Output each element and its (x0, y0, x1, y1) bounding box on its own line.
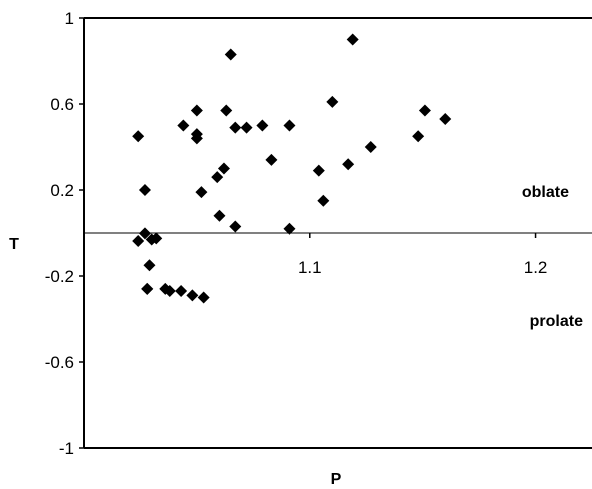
data-point (197, 291, 210, 304)
data-point (326, 95, 339, 108)
data-point (256, 119, 269, 132)
data-point (190, 132, 203, 145)
data-point (418, 104, 431, 117)
data-point (346, 33, 359, 46)
data-point (217, 162, 230, 175)
data-point (177, 119, 190, 132)
data-point (195, 186, 208, 199)
data-point (224, 48, 237, 61)
data-point (186, 289, 199, 302)
data-point (132, 130, 145, 143)
data-point (240, 121, 253, 134)
y-tick-label: -0.6 (45, 353, 74, 372)
annotation-prolate: prolate (530, 313, 583, 330)
y-tick-label: 0.6 (50, 95, 74, 114)
marker-layer (132, 33, 452, 304)
data-point (312, 164, 325, 177)
data-point (439, 113, 452, 126)
data-point (190, 104, 203, 117)
axes-layer (79, 17, 592, 449)
data-point (412, 130, 425, 143)
x-axis-label: P (331, 471, 342, 488)
y-tick-label: 1 (65, 9, 74, 28)
y-tick-label: 0.2 (50, 181, 74, 200)
data-point (364, 141, 377, 153)
y-axis-label: T (9, 236, 19, 253)
y-tick-label: -0.2 (45, 267, 74, 286)
data-point (213, 209, 226, 222)
annotation-oblate: oblate (522, 184, 569, 201)
data-point (283, 119, 296, 132)
x-tick-label: 1.2 (524, 258, 548, 277)
y-tick-label: -1 (59, 439, 74, 458)
data-point (141, 282, 154, 295)
data-point (163, 285, 176, 298)
data-point (229, 121, 242, 134)
data-point (138, 184, 151, 196)
data-point (229, 220, 242, 233)
data-point (283, 222, 296, 235)
data-point (150, 232, 163, 245)
data-point (342, 158, 355, 171)
data-point (220, 104, 233, 117)
x-tick-label: 1.1 (298, 258, 322, 277)
data-point (317, 194, 330, 207)
data-point (143, 259, 156, 272)
data-point (175, 285, 188, 298)
data-point (132, 234, 145, 247)
data-point (265, 153, 278, 166)
data-point (211, 171, 224, 184)
